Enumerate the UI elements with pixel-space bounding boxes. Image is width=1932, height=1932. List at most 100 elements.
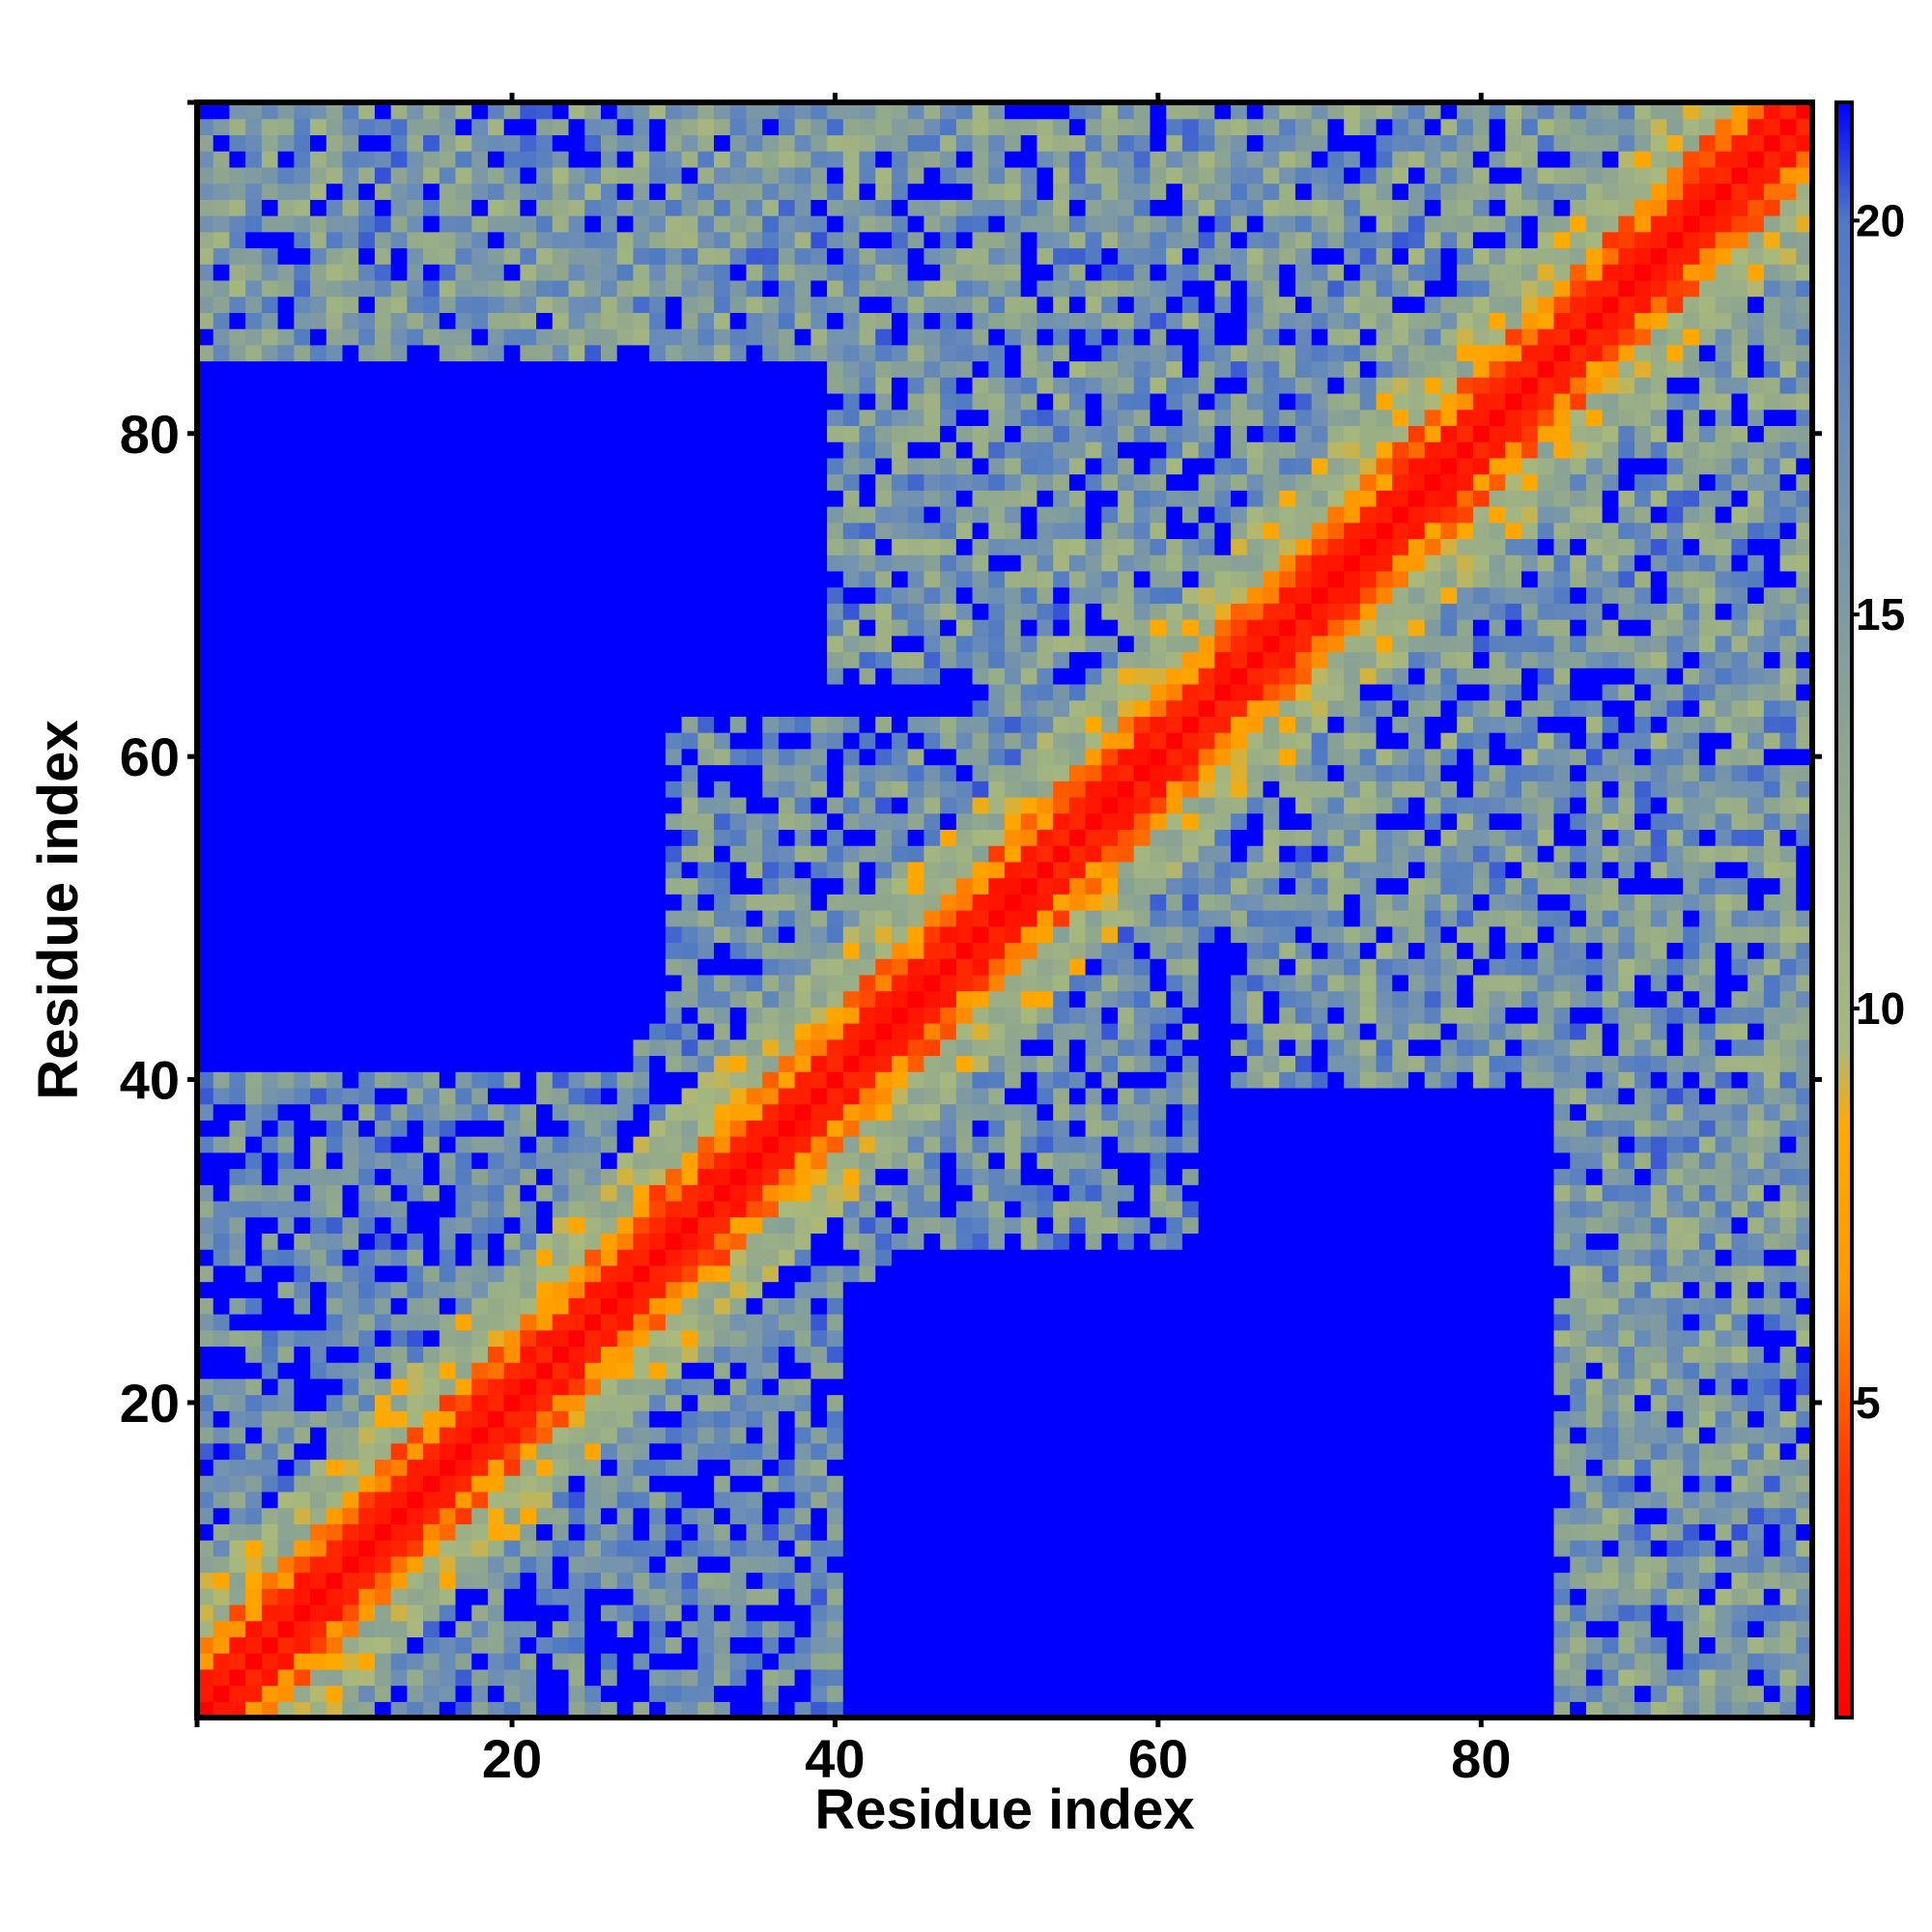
heatmap-cell [326, 925, 344, 944]
heatmap-cell [439, 877, 457, 895]
heatmap-cell [810, 312, 828, 329]
heatmap-cell [261, 1491, 279, 1509]
heatmap-cell [455, 425, 472, 442]
heatmap-cell [988, 1055, 1006, 1072]
heatmap-cell [503, 1604, 521, 1622]
heatmap-cell [714, 1555, 731, 1574]
heatmap-cell [552, 1410, 570, 1428]
heatmap-cell [277, 812, 295, 830]
heatmap-cell [875, 134, 893, 152]
heatmap-cell [471, 1572, 489, 1589]
heatmap-cell [552, 377, 570, 394]
heatmap-cell [423, 392, 440, 411]
heatmap-cell [649, 1572, 667, 1589]
heatmap-cell [245, 974, 263, 992]
heatmap-cell [907, 490, 924, 507]
heatmap-cell [358, 151, 376, 168]
heatmap-cell [649, 473, 667, 491]
heatmap-cell [875, 1572, 893, 1589]
heatmap-cell [471, 812, 489, 830]
heatmap-cell [729, 603, 748, 620]
heatmap-cell [342, 1507, 359, 1524]
heatmap-cell [729, 958, 748, 976]
heatmap-cell [245, 861, 263, 879]
heatmap-cell [520, 651, 537, 668]
heatmap-cell [229, 1588, 246, 1605]
heatmap-cell [842, 1297, 861, 1315]
heatmap-cell [390, 1701, 408, 1719]
heatmap-cell [584, 764, 602, 781]
heatmap-cell [891, 1120, 909, 1137]
heatmap-cell [261, 247, 279, 265]
heatmap-cell [520, 1087, 537, 1105]
heatmap-cell [294, 1184, 311, 1202]
heatmap-cell [762, 134, 780, 152]
heatmap-cell [374, 425, 392, 442]
heatmap-cell [875, 1685, 893, 1702]
heatmap-cell [616, 845, 635, 863]
heatmap-cell [390, 619, 408, 637]
heatmap-cell [390, 1007, 408, 1024]
heatmap-cell [390, 1233, 408, 1250]
heatmap-cell [310, 118, 327, 136]
heatmap-cell [487, 1087, 505, 1105]
heatmap-cell [261, 1087, 279, 1105]
heatmap-cell [810, 1620, 828, 1637]
heatmap-cell [827, 1442, 844, 1461]
heatmap-cell [955, 279, 974, 298]
heatmap-cell [972, 732, 989, 750]
heatmap-cell [245, 1410, 263, 1428]
heatmap-cell [827, 231, 844, 249]
heatmap-cell [729, 861, 748, 879]
heatmap-cell [552, 1394, 570, 1411]
heatmap-cell [374, 1459, 392, 1476]
heatmap-cell [342, 231, 359, 249]
heatmap-cell [213, 231, 231, 249]
heatmap-cell [714, 441, 731, 459]
heatmap-cell [955, 1620, 974, 1637]
heatmap-cell [665, 764, 683, 781]
heatmap-cell [374, 781, 392, 798]
heatmap-cell [810, 166, 828, 185]
heatmap-cell [794, 732, 811, 750]
heatmap-cell [471, 716, 489, 733]
heatmap-cell [213, 134, 231, 152]
heatmap-cell [520, 925, 537, 944]
heatmap-cell [213, 1410, 231, 1428]
heatmap-cell [407, 134, 424, 152]
heatmap-cell [842, 506, 861, 524]
heatmap-cell [277, 392, 295, 411]
heatmap-cell [390, 1184, 408, 1202]
heatmap-cell [471, 683, 489, 701]
heatmap-cell [277, 1168, 295, 1185]
heatmap-cell [294, 1668, 311, 1687]
heatmap-cell [374, 1540, 392, 1557]
heatmap-cell [762, 1329, 780, 1348]
heatmap-cell [794, 942, 811, 959]
heatmap-cell [955, 570, 974, 588]
heatmap-cell [326, 1200, 344, 1218]
heatmap-cell [972, 1038, 989, 1057]
heatmap-cell [358, 683, 376, 701]
heatmap-cell [358, 1120, 376, 1137]
heatmap-cell [875, 473, 893, 491]
heatmap-cell [955, 441, 974, 459]
heatmap-cell [729, 812, 748, 830]
heatmap-cell [520, 1410, 537, 1428]
heatmap-cell [601, 1329, 618, 1348]
heatmap-cell [423, 1055, 440, 1072]
heatmap-cell [245, 1394, 263, 1411]
heatmap-cell [681, 925, 698, 944]
heatmap-cell [940, 958, 957, 976]
heatmap-cell [778, 732, 796, 750]
heatmap-cell [859, 1297, 876, 1315]
heatmap-cell [229, 1168, 246, 1185]
heatmap-cell [229, 166, 246, 185]
heatmap-cell [552, 1071, 570, 1089]
heatmap-cell [988, 1281, 1006, 1298]
heatmap-cell [423, 990, 440, 1008]
heatmap-cell [229, 215, 246, 233]
heatmap-cell [681, 1120, 698, 1137]
heatmap-cell [261, 183, 279, 200]
heatmap-cell [294, 651, 311, 668]
